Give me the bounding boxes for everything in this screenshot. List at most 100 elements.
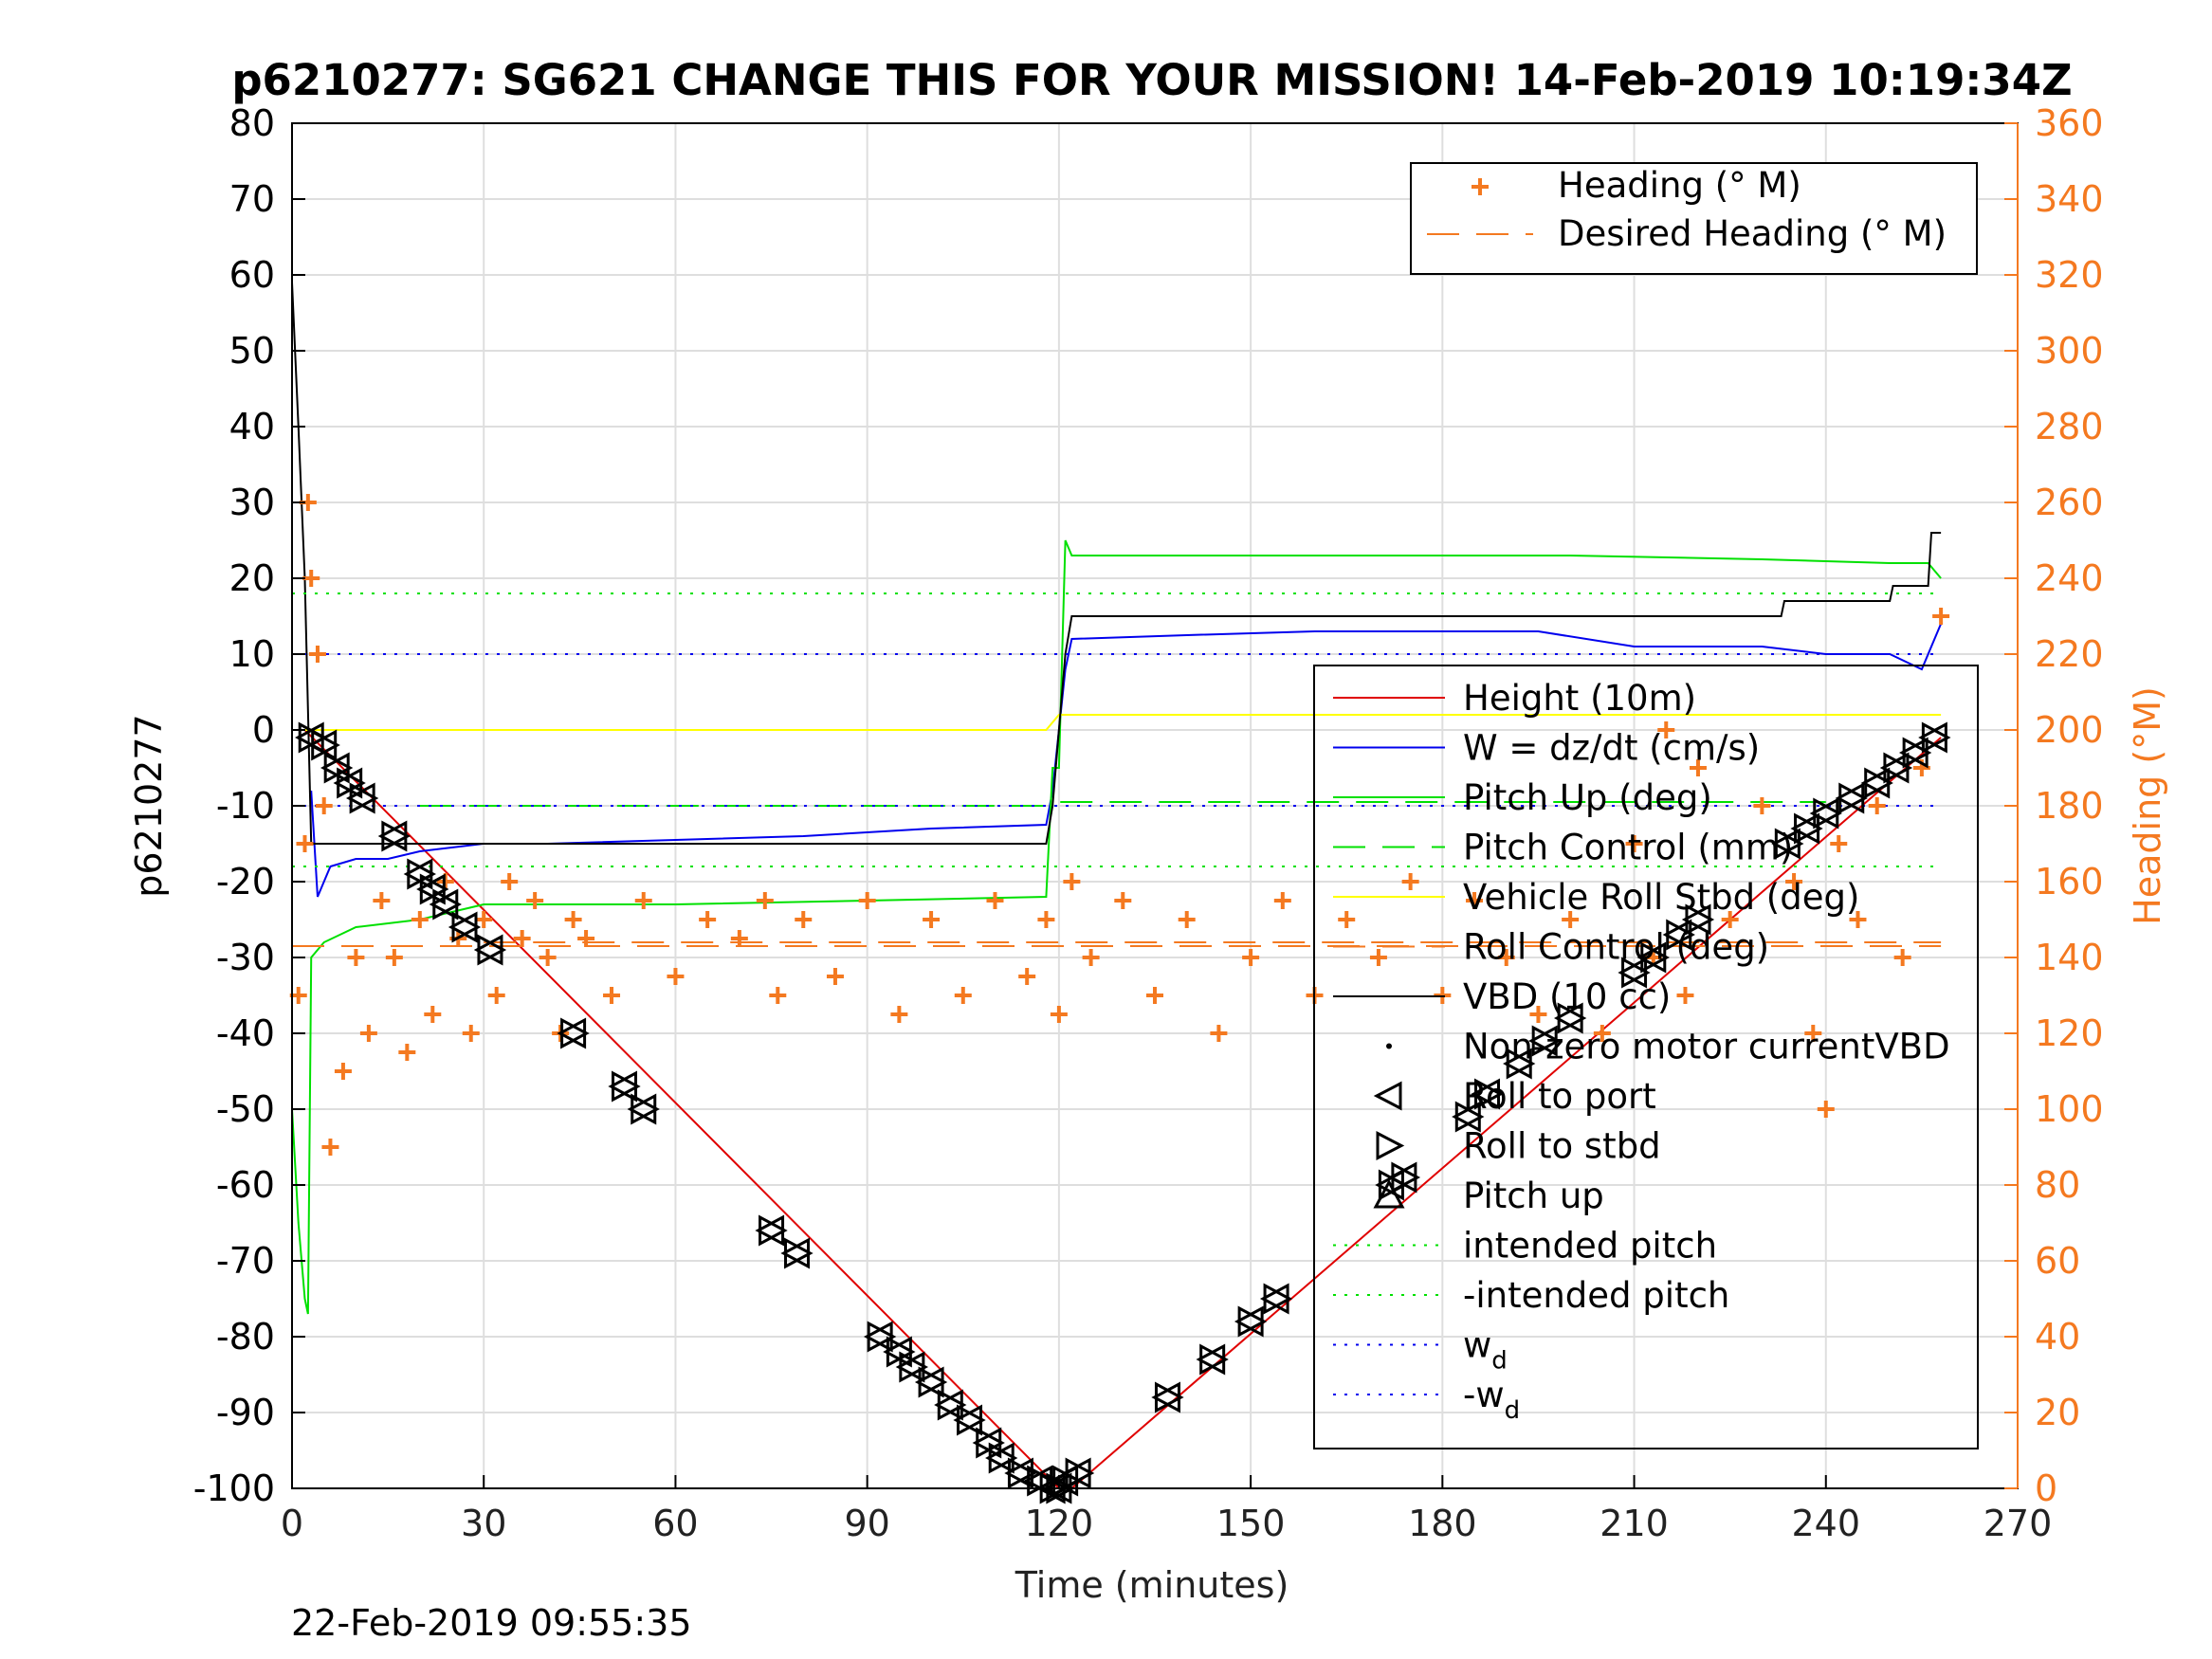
heading-point xyxy=(462,1025,480,1042)
x-tick-label: 60 xyxy=(652,1503,698,1544)
roll-stbd-marker xyxy=(1921,721,1951,754)
roll-stbd-marker xyxy=(937,1389,967,1421)
legend-main-label: W = dz/dt (cm/s) xyxy=(1463,728,1760,769)
heading-point xyxy=(730,930,748,947)
roll-stbd-marker xyxy=(311,729,340,761)
y2-tick-label: 40 xyxy=(2035,1316,2080,1358)
heading-point xyxy=(756,892,774,909)
roll-stbd-marker xyxy=(1838,782,1868,814)
x-tick-label: 150 xyxy=(1216,1503,1286,1544)
heading-point xyxy=(858,892,876,909)
y2-tick-label: 240 xyxy=(2035,557,2104,599)
heading-point xyxy=(1689,759,1707,776)
heading-point xyxy=(424,1006,442,1023)
y-tick-label: 40 xyxy=(229,406,275,447)
y-tick-label: 70 xyxy=(229,178,275,220)
y-tick-label: 20 xyxy=(229,557,275,599)
x-tick-label: 30 xyxy=(461,1503,506,1544)
heading-point xyxy=(1868,797,1886,814)
legend-main-label: intended pitch xyxy=(1463,1226,1717,1267)
roll-stbd-marker xyxy=(899,1351,929,1383)
heading-point xyxy=(1146,987,1163,1004)
legend-main-label: Vehicle Roll Stbd (deg) xyxy=(1463,877,1859,918)
y-tick-label: 10 xyxy=(229,633,275,675)
roll-stbd-marker xyxy=(957,1404,986,1436)
y2-tick-label: 160 xyxy=(2035,861,2104,902)
roll-stbd-marker xyxy=(1391,1161,1421,1194)
heading-point xyxy=(1830,835,1848,852)
x-tick-label: 270 xyxy=(1983,1503,2053,1544)
heading-point xyxy=(634,892,652,909)
roll-stbd-marker xyxy=(918,1366,948,1398)
y2-tick-label: 200 xyxy=(2035,709,2104,751)
heading-point xyxy=(667,968,685,985)
legend-heading-label: Desired Heading (° M) xyxy=(1558,213,1947,254)
y-tick-label: -90 xyxy=(216,1392,275,1433)
series-pitch-control-mm xyxy=(419,801,1826,807)
y-tick-label: -70 xyxy=(216,1240,275,1282)
heading-point xyxy=(1529,1006,1547,1023)
roll-stbd-marker xyxy=(1454,1101,1485,1133)
legend-main-box xyxy=(1313,665,1979,1449)
heading-point xyxy=(1018,968,1036,985)
heading-point xyxy=(1466,892,1484,909)
y-tick-label: -20 xyxy=(216,861,275,902)
heading-point xyxy=(1178,911,1196,928)
legend-heading-box xyxy=(1410,162,1978,275)
series-heading-m xyxy=(289,494,1950,1156)
legend-main-label: Roll Control (deg) xyxy=(1463,927,1769,968)
heading-point xyxy=(1676,987,1694,1004)
heading-point xyxy=(1369,949,1387,966)
heading-point xyxy=(795,911,813,928)
heading-point xyxy=(1625,835,1643,852)
x-tick-label: 0 xyxy=(281,1503,303,1544)
roll-stbd-marker xyxy=(784,1237,814,1269)
x-axis-label: Time (minutes) xyxy=(1015,1564,1289,1606)
y2-tick-label: 100 xyxy=(2035,1088,2104,1130)
heading-point xyxy=(1593,1025,1611,1042)
x-tick-label: 240 xyxy=(1792,1503,1861,1544)
series-pitch-up-deg xyxy=(291,539,1942,1315)
legend-heading: Heading (° M) Desired Heading (° M) xyxy=(1410,162,1978,275)
heading-point xyxy=(347,949,365,966)
heading-point xyxy=(513,930,531,947)
legend-main-label: Pitch Up (deg) xyxy=(1463,777,1712,818)
roll-stbd-marker xyxy=(477,934,507,966)
legend-pitchup-marker xyxy=(1373,1178,1405,1209)
roll-stbd-marker xyxy=(1199,1343,1229,1376)
heading-point xyxy=(385,949,403,966)
roll-stbd-marker xyxy=(1237,1305,1268,1338)
heading-point xyxy=(1338,911,1356,928)
roll-stbd-marker xyxy=(1864,767,1893,799)
heading-point xyxy=(769,987,787,1004)
legend-heading-label: Heading (° M) xyxy=(1558,165,1801,206)
axes: 0 30 60 90 120 150 180 210 240 270 80 70 60 50 40 30 20 1… xyxy=(193,102,2104,1544)
legend-main-label: Height (10m) xyxy=(1463,678,1696,719)
roll-stbd-marker xyxy=(1474,1078,1504,1110)
roll-stbd-marker xyxy=(432,888,462,921)
legend-port-marker xyxy=(1373,1081,1402,1111)
legend-stbd-marker xyxy=(1376,1131,1405,1160)
heading-point xyxy=(1242,949,1260,966)
roll-stbd-marker xyxy=(988,1442,1018,1474)
heading-point xyxy=(1210,1025,1228,1042)
roll-stbd-marker xyxy=(1154,1381,1184,1413)
legend-subscript: d xyxy=(1491,1347,1508,1376)
y2-axis-label: Heading (°M) xyxy=(2127,686,2168,925)
y2-tick-label: 260 xyxy=(2035,482,2104,523)
heading-point xyxy=(539,949,557,966)
x-tick-label: 120 xyxy=(1025,1503,1094,1544)
x-tick-label: 180 xyxy=(1408,1503,1477,1544)
heading-point xyxy=(334,1063,352,1080)
y2-tick-label: 340 xyxy=(2035,178,2104,220)
y2-tick-label: 360 xyxy=(2035,102,2104,144)
grid xyxy=(292,123,2018,1488)
roll-stbd-marker xyxy=(1007,1457,1037,1489)
heading-point xyxy=(315,797,333,814)
y2-tick-label: 320 xyxy=(2035,254,2104,296)
y-tick-label: 0 xyxy=(252,709,275,751)
heading-point xyxy=(986,892,1004,909)
heading-point xyxy=(1562,911,1580,928)
heading-point xyxy=(1497,949,1515,966)
